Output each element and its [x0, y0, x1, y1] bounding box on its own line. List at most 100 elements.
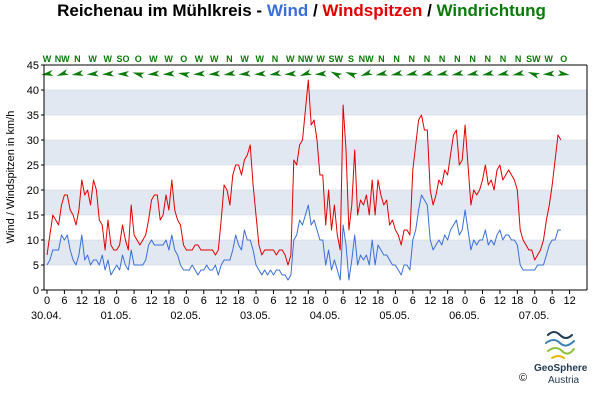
x-tick-label: 12	[76, 295, 88, 307]
arrow-head	[193, 70, 206, 77]
wind-direction-arrow-icon	[193, 70, 206, 77]
wind-direction-arrow-icon	[481, 69, 495, 76]
title-location: Reichenau im Mühlkreis -	[57, 1, 267, 20]
date-label: 04.05.	[310, 310, 341, 322]
direction-label: O	[180, 54, 187, 64]
arrow-head	[132, 72, 145, 79]
wind-direction-arrow-icon	[299, 69, 313, 77]
x-tick-label: 18	[232, 295, 244, 307]
series-line-windspitzen	[46, 79, 562, 266]
x-tick-label: 18	[163, 295, 175, 307]
x-tick-label: 6	[549, 295, 555, 307]
arrow-head	[116, 71, 129, 77]
x-tick-label: 12	[285, 295, 297, 307]
wind-direction-arrow-icon	[132, 72, 145, 79]
arrow-head	[162, 70, 175, 77]
grid-band	[44, 165, 587, 190]
background-bands	[44, 65, 587, 290]
wind-direction-arrow-icon	[147, 70, 160, 77]
wind-direction-arrow-icon	[330, 71, 343, 80]
date-label: 02.05.	[170, 310, 201, 322]
y-tick-labels: 0 5 10 15 20 25 30 35 40 45	[27, 60, 44, 297]
series-line-wind	[46, 194, 561, 281]
arrow-head	[497, 69, 510, 76]
y-tick-label: 20	[27, 185, 39, 197]
direction-label: O	[560, 54, 567, 64]
grid-band	[44, 65, 587, 90]
grid-band	[44, 240, 587, 265]
direction-label: N	[469, 54, 476, 64]
title-wind: Wind	[266, 1, 309, 20]
x-tick-label: 6	[270, 295, 276, 307]
x-tick-label: 0	[183, 295, 189, 307]
wind-direction-arrow-icon	[390, 69, 404, 76]
direction-label: W	[256, 54, 265, 64]
direction-label: W	[210, 54, 219, 64]
logo-name: GeoSphere	[534, 363, 588, 374]
wind-direction-arrow-icon	[421, 69, 434, 76]
wind-direction-arrow-icon	[497, 69, 510, 76]
x-tick-label: 6	[410, 295, 416, 307]
y-axis-label: Wind / Windspitzen in km/h	[5, 111, 17, 244]
arrow-head	[330, 71, 343, 80]
wind-direction-arrow-icon	[466, 69, 480, 76]
arrow-head	[71, 70, 84, 76]
x-tick-label: 12	[563, 295, 575, 307]
direction-label: NW	[359, 54, 374, 64]
direction-label: N	[272, 54, 279, 64]
x-tick-label: 0	[323, 295, 329, 307]
arrow-head	[405, 69, 419, 76]
arrow-head	[390, 69, 404, 76]
wind-direction-arrow-icon	[345, 71, 358, 79]
x-tick-label: 12	[354, 295, 366, 307]
x-tick-label: 6	[479, 295, 485, 307]
arrow-head	[101, 70, 115, 77]
date-label: 01.05.	[101, 310, 132, 322]
logo-subtitle: Austria	[548, 375, 580, 386]
title-direction: Windrichtung	[436, 1, 546, 20]
arrow-head	[147, 70, 160, 77]
wind-direction-arrow-icon	[375, 69, 388, 76]
y-tick-label: 15	[27, 210, 39, 222]
wind-direction-arrow-icon	[284, 70, 297, 77]
direction-label: W	[104, 54, 113, 64]
x-tick-label: 12	[145, 295, 157, 307]
direction-label: N	[226, 54, 233, 64]
arrow-head	[542, 70, 555, 77]
date-label: 30.04.	[31, 310, 62, 322]
y-tick-label: 10	[27, 235, 39, 247]
wind-direction-arrow-icon	[314, 70, 327, 77]
x-tick-label: 0	[462, 295, 468, 307]
y-tick-label: 25	[27, 160, 39, 172]
direction-label: SO	[116, 54, 129, 64]
grid-band	[44, 90, 587, 115]
wind-direction-arrow-icon	[436, 69, 449, 76]
direction-label: N	[439, 54, 446, 64]
arrow-head	[451, 69, 464, 76]
grid-band	[44, 190, 587, 215]
direction-label: NW	[55, 54, 70, 64]
date-labels: 30.04. 01.05. 02.05. 03.05. 04.05. 05.05. 06.0…	[31, 310, 549, 322]
arrow-head	[238, 70, 251, 77]
y-tick-label: 45	[27, 60, 39, 72]
title-gust: Windspitzen	[322, 1, 423, 20]
x-tick-label: 6	[340, 295, 346, 307]
x-tick-label: 6	[201, 295, 207, 307]
x-tick-label: 0	[392, 295, 398, 307]
direction-label: W	[43, 54, 52, 64]
x-tick-label: 12	[494, 295, 506, 307]
x-tick-label: 0	[253, 295, 259, 307]
wind-direction-arrow-icon	[56, 69, 69, 77]
chart-title: Reichenau im Mühlkreis - Wind / Windspit…	[0, 1, 603, 21]
direction-label: W	[240, 54, 249, 64]
x-tick-label: 18	[93, 295, 105, 307]
title-separator-2: /	[422, 1, 437, 20]
direction-label: W	[316, 54, 325, 64]
arrow-head	[299, 69, 313, 77]
arrow-head	[314, 70, 327, 77]
direction-label: N	[409, 54, 416, 64]
direction-label: NW	[298, 54, 313, 64]
date-label: 05.05.	[379, 310, 410, 322]
x-tick-label: 18	[511, 295, 523, 307]
arrow-head	[436, 69, 449, 76]
